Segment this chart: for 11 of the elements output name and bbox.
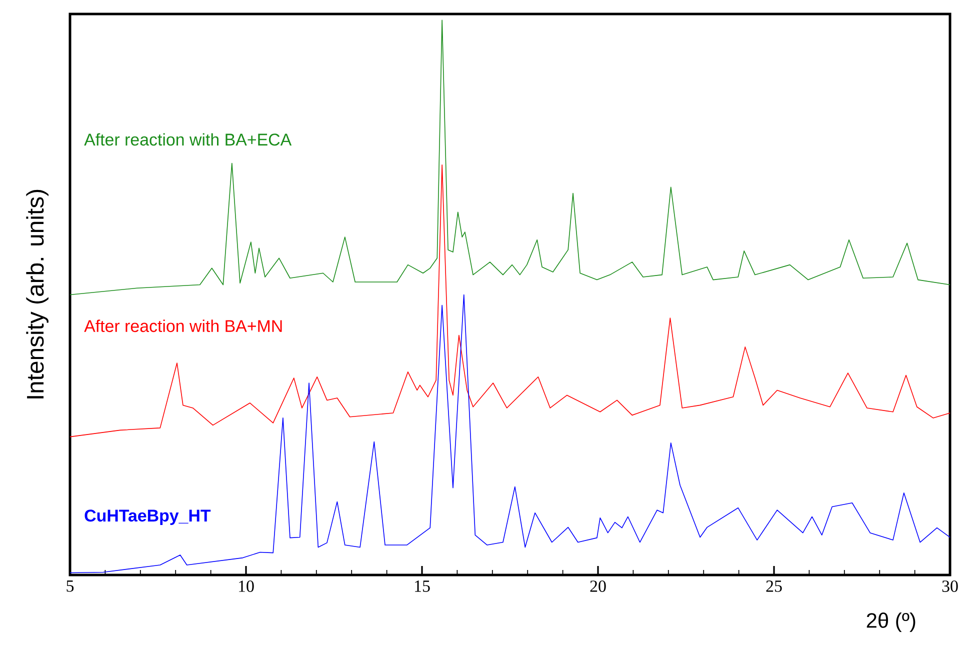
x-tick-label: 20: [590, 580, 606, 592]
y-axis-title: Intensity (arb. units): [26, 190, 48, 398]
x-tick-label: 5: [66, 580, 74, 592]
x-axis-title: 2θ (º): [866, 612, 916, 632]
text: After reaction with BA+ECA: [84, 133, 292, 146]
x-tick-label: 30: [942, 580, 958, 592]
x-tick-label: 15: [415, 580, 430, 592]
text: After reaction with BA+MN: [84, 320, 282, 332]
x-tick-label: 25: [766, 580, 782, 592]
x-tick-label: 10: [239, 580, 254, 592]
text: CuHTaeBpy_HT: [84, 510, 211, 525]
